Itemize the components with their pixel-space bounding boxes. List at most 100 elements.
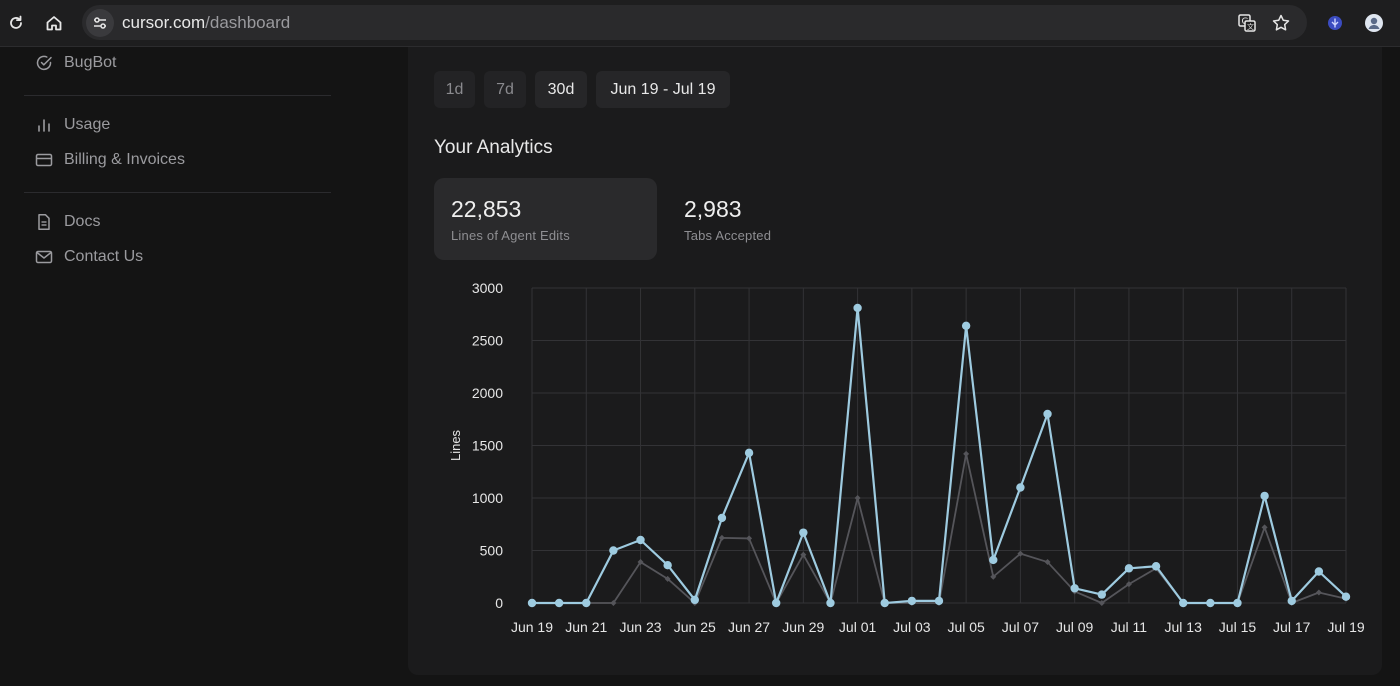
url-text: cursor.com/dashboard bbox=[122, 13, 290, 33]
sidebar-item-label: BugBot bbox=[64, 54, 117, 71]
sidebar-divider bbox=[24, 192, 331, 193]
x-tick-label: Jul 13 bbox=[1165, 619, 1203, 635]
sidebar-item-docs[interactable]: Docs bbox=[34, 210, 100, 234]
y-tick-label: 3000 bbox=[472, 280, 503, 296]
data-point-primary bbox=[717, 513, 727, 523]
browser-toolbar: cursor.com/dashboard G文 bbox=[0, 0, 1400, 47]
x-tick-label: Jun 27 bbox=[728, 619, 770, 635]
y-tick-label: 1000 bbox=[472, 490, 503, 506]
x-tick-label: Jul 17 bbox=[1273, 619, 1311, 635]
data-point-secondary bbox=[610, 600, 617, 606]
home-icon[interactable] bbox=[42, 11, 66, 35]
sidebar-item-usage[interactable]: Usage bbox=[34, 113, 110, 137]
series-line-primary bbox=[532, 306, 1347, 605]
stat-value: 22,853 bbox=[451, 196, 522, 222]
stat-card-agent-edits[interactable]: 22,853 Lines of Agent Edits bbox=[434, 178, 657, 260]
data-point-primary bbox=[1016, 483, 1025, 492]
sidebar-divider bbox=[24, 95, 331, 96]
data-point-primary bbox=[907, 596, 917, 606]
data-point-primary bbox=[1287, 596, 1296, 606]
stat-label: Lines of Agent Edits bbox=[451, 228, 570, 243]
data-point-primary bbox=[934, 596, 944, 606]
data-point-secondary bbox=[1017, 550, 1024, 557]
data-point-primary bbox=[582, 598, 591, 608]
x-tick-label: Jul 03 bbox=[893, 619, 931, 635]
data-point-secondary bbox=[718, 534, 725, 541]
data-point-secondary bbox=[1315, 589, 1322, 596]
data-point-secondary bbox=[637, 559, 644, 566]
x-tick-label: Jun 21 bbox=[565, 619, 607, 635]
data-point-primary bbox=[554, 598, 564, 608]
data-point-primary bbox=[527, 598, 537, 608]
url-host: cursor.com bbox=[122, 13, 206, 32]
svg-text:文: 文 bbox=[1247, 22, 1254, 31]
data-point-primary bbox=[1097, 590, 1106, 599]
data-point-primary bbox=[989, 555, 998, 565]
data-point-secondary bbox=[963, 450, 970, 457]
date-range-picker[interactable]: Jun 19 - Jul 19 bbox=[596, 71, 730, 108]
y-tick-label: 2500 bbox=[472, 333, 503, 349]
bookmark-star-icon[interactable] bbox=[1269, 11, 1293, 35]
range-7d-button[interactable]: 7d bbox=[484, 71, 526, 108]
stat-value: 2,983 bbox=[684, 196, 742, 222]
data-point-primary bbox=[1233, 598, 1242, 608]
data-point-secondary bbox=[1044, 559, 1051, 566]
url-path: /dashboard bbox=[205, 13, 291, 32]
x-tick-label: Jul 01 bbox=[839, 619, 877, 635]
data-point-primary bbox=[1070, 584, 1079, 593]
data-point-primary bbox=[1124, 564, 1134, 573]
sidebar-item-label: Billing & Invoices bbox=[64, 151, 185, 168]
data-point-primary bbox=[772, 598, 781, 608]
data-point-primary bbox=[744, 448, 754, 458]
extension-icon[interactable] bbox=[1323, 11, 1347, 35]
y-tick-label: 2000 bbox=[472, 385, 503, 401]
data-point-primary bbox=[1151, 562, 1161, 571]
profile-avatar-icon[interactable] bbox=[1362, 11, 1386, 35]
data-point-secondary bbox=[1261, 524, 1268, 531]
data-point-primary bbox=[799, 528, 808, 537]
sidebar-item-bugbot[interactable]: BugBot bbox=[34, 51, 116, 75]
stat-label: Tabs Accepted bbox=[684, 228, 772, 243]
sidebar-item-label: Docs bbox=[64, 213, 101, 230]
data-point-primary bbox=[636, 535, 645, 545]
sidebar-item-contact[interactable]: Contact Us bbox=[34, 245, 143, 269]
data-point-secondary bbox=[990, 573, 997, 580]
x-tick-label: Jul 05 bbox=[947, 619, 985, 635]
bar-chart-icon bbox=[34, 115, 54, 135]
data-point-primary bbox=[609, 546, 618, 555]
data-point-primary bbox=[663, 561, 672, 570]
data-point-secondary bbox=[1098, 600, 1105, 606]
translate-icon[interactable]: G文 bbox=[1235, 11, 1259, 35]
data-point-primary bbox=[826, 598, 835, 608]
data-point-primary bbox=[961, 321, 971, 330]
analytics-panel: 1d 7d 30d Jun 19 - Jul 19 Your Analytics… bbox=[408, 47, 1382, 675]
data-point-primary bbox=[853, 303, 862, 313]
x-tick-label: Jun 19 bbox=[511, 619, 553, 635]
data-point-secondary bbox=[664, 575, 671, 582]
range-30d-button[interactable]: 30d bbox=[535, 71, 587, 108]
mail-icon bbox=[34, 247, 54, 267]
range-1d-button[interactable]: 1d bbox=[434, 71, 475, 108]
reload-icon[interactable] bbox=[4, 11, 28, 35]
x-tick-label: Jul 19 bbox=[1327, 619, 1365, 635]
sidebar-item-label: Usage bbox=[64, 116, 111, 133]
page-title: Your Analytics bbox=[434, 137, 553, 158]
y-tick-label: 500 bbox=[480, 543, 504, 559]
data-point-primary bbox=[880, 598, 889, 608]
x-tick-label: Jun 23 bbox=[620, 619, 662, 635]
address-bar[interactable]: cursor.com/dashboard bbox=[82, 5, 1307, 40]
sidebar-item-billing[interactable]: Billing & Invoices bbox=[34, 148, 185, 172]
series-line-secondary bbox=[532, 452, 1347, 604]
site-settings-icon[interactable] bbox=[86, 9, 114, 37]
data-point-primary bbox=[690, 595, 699, 605]
y-axis-label: Lines bbox=[448, 429, 463, 461]
document-icon bbox=[34, 212, 54, 232]
stat-card-tabs-accepted[interactable]: 2,983 Tabs Accepted bbox=[667, 178, 890, 260]
data-point-primary bbox=[1314, 567, 1324, 576]
x-tick-label: Jul 11 bbox=[1111, 619, 1148, 635]
data-point-primary bbox=[1260, 491, 1269, 501]
x-tick-label: Jun 25 bbox=[674, 619, 716, 635]
data-point-primary bbox=[1341, 592, 1351, 601]
x-tick-label: Jul 15 bbox=[1219, 619, 1257, 635]
data-point-primary bbox=[1179, 598, 1188, 608]
